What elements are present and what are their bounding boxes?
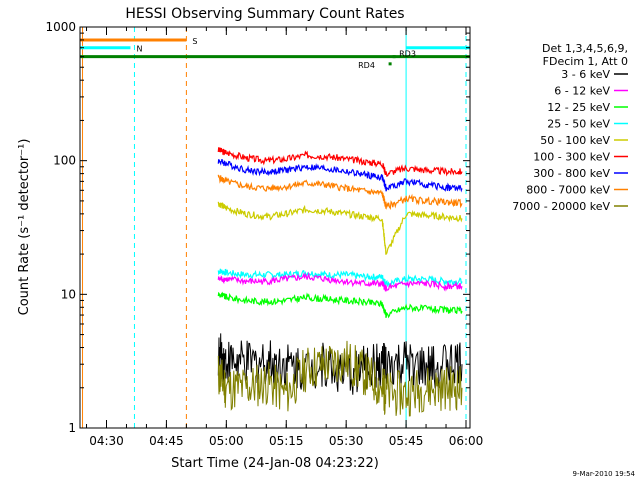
flag-label-n: N (136, 45, 142, 54)
legend-entry-label: 50 - 100 keV (540, 134, 610, 147)
legend-entry-label: 800 - 7000 keV (526, 184, 610, 197)
plot-frame (79, 26, 471, 429)
legend-entry-label: 25 - 50 keV (547, 118, 610, 131)
legend-entry-label: 3 - 6 keV (561, 68, 610, 81)
legend-entry-label: 12 - 25 keV (547, 101, 610, 114)
marker-label-rd4: RD4 (358, 61, 375, 70)
series-line-3 (217, 201, 463, 255)
legend-entry-label: 6 - 12 keV (554, 85, 610, 98)
y-axis-label: Count Rate (s⁻¹ detector⁻¹) (17, 139, 32, 316)
series-line-1 (217, 158, 463, 193)
series-line-2 (217, 174, 463, 211)
marker-label-rd3: RD3 (399, 50, 416, 59)
series-line-4 (217, 268, 463, 287)
x-tick-label: 05:15 (269, 434, 304, 448)
marker-point-1 (388, 62, 392, 66)
legend-entry-label: 100 - 300 keV (533, 151, 610, 164)
flag-label-s: S (192, 37, 197, 46)
y-tick-label: 1 (68, 421, 76, 435)
x-axis-label: Start Time (24-Jan-08 04:23:22) (171, 456, 379, 471)
x-tick-label: 04:45 (149, 434, 184, 448)
series-line-0 (217, 147, 463, 177)
series-line-8 (217, 340, 463, 417)
x-tick-label: 05:45 (389, 434, 424, 448)
legend-entry-label: 300 - 800 keV (533, 167, 610, 180)
x-tick-label: 06:00 (449, 434, 484, 448)
legend: Det 1,3,4,5,6,9,FDecim 1, Att 03 - 6 keV… (512, 42, 628, 213)
x-tick-label: 04:30 (89, 434, 124, 448)
y-tick-label: 1000 (45, 20, 76, 34)
series-line-6 (217, 291, 463, 319)
y-tick-label: 10 (61, 287, 76, 301)
y-tick-label: 100 (53, 154, 76, 168)
chart-title: HESSI Observing Summary Count Rates (125, 6, 404, 22)
legend-entry-label: 7000 - 20000 keV (512, 200, 610, 213)
marker-point-0 (392, 55, 396, 59)
series-line-5 (217, 271, 463, 292)
footer-date: 9-Mar-2010 19:54 (573, 470, 636, 478)
x-tick-label: 05:00 (209, 434, 244, 448)
x-tick-label: 05:30 (329, 434, 364, 448)
legend-header-line: Det 1,3,4,5,6,9, (542, 42, 628, 55)
legend-header-line: FDecim 1, Att 0 (543, 55, 628, 68)
